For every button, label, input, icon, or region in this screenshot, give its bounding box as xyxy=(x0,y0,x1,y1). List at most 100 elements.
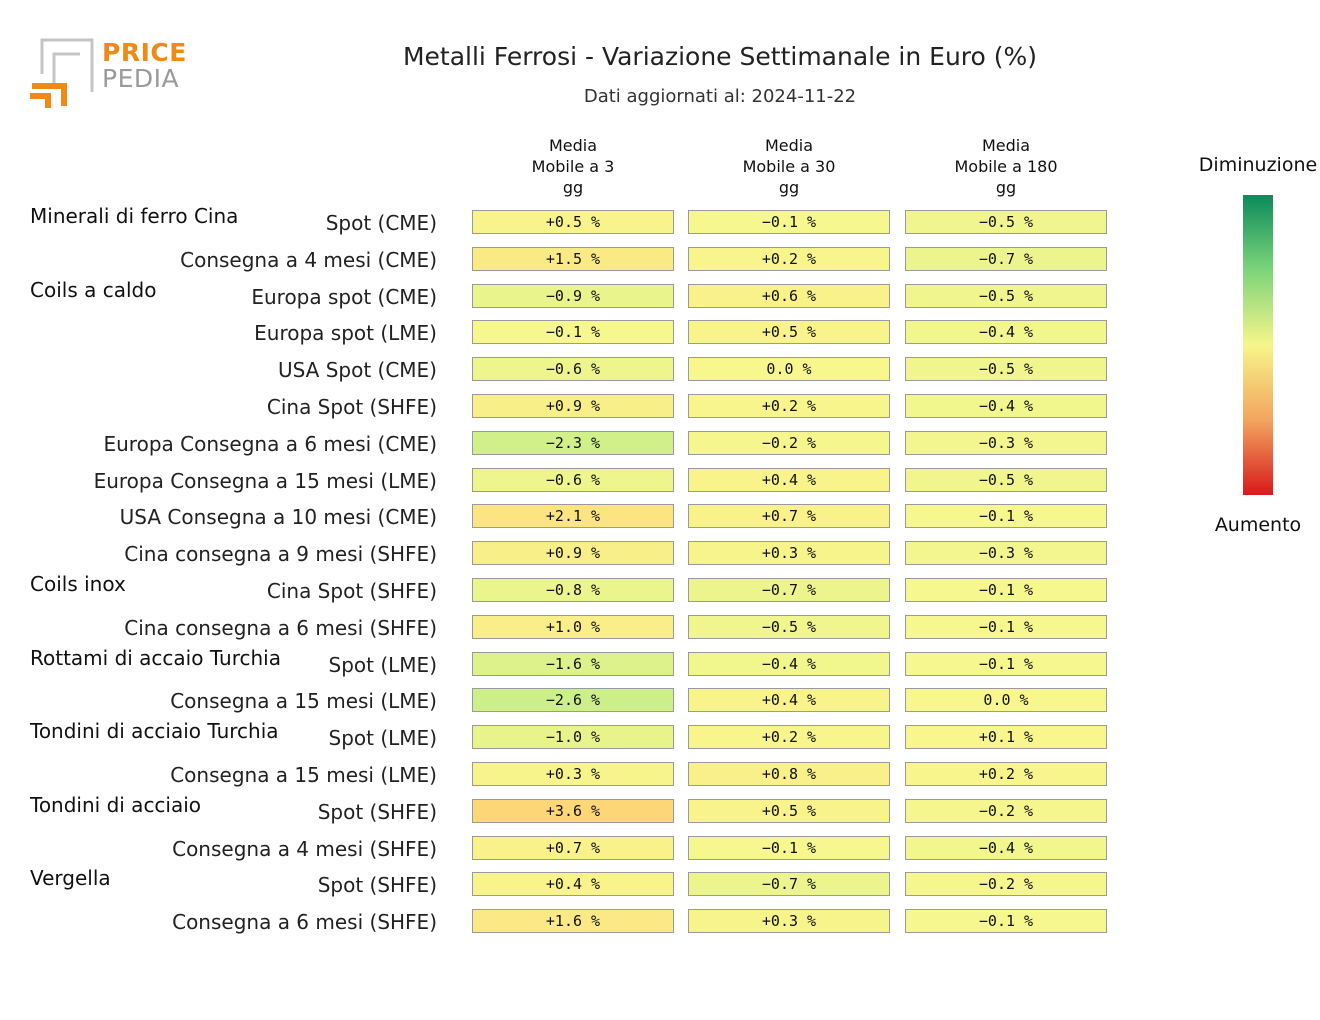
column-header-line: Media xyxy=(981,136,1031,155)
heatmap-cell: +0.4 % xyxy=(472,872,674,897)
pricepedia-logo: PRICE PEDIA xyxy=(28,36,188,112)
heatmap-cell: −0.7 % xyxy=(688,872,890,897)
row-label: Spot (SHFE) xyxy=(317,799,437,824)
heatmap-cell: +0.8 % xyxy=(688,762,890,786)
heatmap-cell: −0.6 % xyxy=(472,467,674,492)
heatmap-cell: −0.1 % xyxy=(905,614,1107,639)
row-label: Consegna a 6 mesi (SHFE) xyxy=(172,910,437,935)
heatmap-cell: −0.6 % xyxy=(472,357,674,382)
heatmap-cell: +0.2 % xyxy=(905,762,1107,786)
heatmap-cell: 0.0 % xyxy=(905,688,1107,713)
heatmap-cell: +0.3 % xyxy=(688,541,890,566)
heatmap-cell: +0.1 % xyxy=(905,725,1107,750)
legend-color-bar xyxy=(1243,195,1273,495)
row-label: Cina Spot (SHFE) xyxy=(266,579,437,603)
group-label: Tondini di acciaio Turchia xyxy=(30,719,279,744)
heatmap-cell: 0.0 % xyxy=(688,357,890,382)
heatmap-cell: −1.0 % xyxy=(472,725,674,750)
column-header-line: Mobile a 180 xyxy=(954,157,1058,176)
chart-subtitle: Dati aggiornati al: 2024-11-22 xyxy=(583,86,857,107)
row-label: Spot (LME) xyxy=(328,652,437,677)
heatmap-cell: −0.1 % xyxy=(688,835,890,860)
column-header-line: Mobile a 3 xyxy=(531,157,615,176)
heatmap-cell: +0.9 % xyxy=(472,394,674,418)
heatmap-cell: +0.9 % xyxy=(472,541,674,566)
heatmap-cell: −0.5 % xyxy=(905,357,1107,382)
logo-mark-icon xyxy=(30,38,94,108)
heatmap-cell: −0.3 % xyxy=(905,430,1107,455)
logo-text-price: PRICE xyxy=(102,38,187,67)
column-header-1: Media Mobile a 3 gg xyxy=(472,135,674,198)
heatmap-cell: −0.1 % xyxy=(905,651,1107,676)
column-header-line: gg xyxy=(778,178,800,197)
legend-bottom-label: Aumento xyxy=(1214,514,1302,536)
row-label: Cina consegna a 9 mesi (SHFE) xyxy=(124,542,437,567)
row-label: Europa Consegna a 6 mesi (CME) xyxy=(103,431,437,456)
heatmap-cell: +0.5 % xyxy=(472,210,674,234)
heatmap-cell: +2.1 % xyxy=(472,504,674,529)
heatmap-cell: +0.5 % xyxy=(688,320,890,345)
heatmap-cell: −0.3 % xyxy=(905,541,1107,566)
heatmap-cell: +3.6 % xyxy=(472,798,674,823)
row-label: Consegna a 15 mesi (LME) xyxy=(170,689,437,714)
heatmap-cell: −0.8 % xyxy=(472,578,674,602)
heatmap-cell: +0.3 % xyxy=(688,909,890,934)
heatmap-cell: −0.1 % xyxy=(905,909,1107,934)
row-label: Consegna a 4 mesi (SHFE) xyxy=(172,836,437,861)
row-label: Spot (LME) xyxy=(328,726,437,751)
row-label: Spot (CME) xyxy=(325,211,437,235)
heatmap-cell: −0.5 % xyxy=(905,283,1107,308)
logo-text-pedia: PEDIA xyxy=(102,64,180,93)
heatmap-cell: +0.3 % xyxy=(472,762,674,786)
row-label: Consegna a 4 mesi (CME) xyxy=(180,247,437,272)
heatmap-cell: −0.7 % xyxy=(688,578,890,602)
chart-title: Metalli Ferrosi - Variazione Settimanale… xyxy=(402,42,1038,71)
heatmap-cell: +0.2 % xyxy=(688,725,890,750)
heatmap-cell: −2.3 % xyxy=(472,430,674,455)
column-header-line: Media xyxy=(764,136,814,155)
heatmap-cell: +1.6 % xyxy=(472,909,674,934)
heatmap-cell: +1.0 % xyxy=(472,614,674,639)
heatmap-cell: −0.5 % xyxy=(688,614,890,639)
heatmap-cell: −0.2 % xyxy=(905,872,1107,897)
legend-top-label: Diminuzione xyxy=(1198,154,1318,176)
heatmap-cell: −0.4 % xyxy=(905,320,1107,345)
column-header-line: Mobile a 30 xyxy=(742,157,836,176)
row-label: Europa spot (LME) xyxy=(254,321,437,346)
heatmap-cell: −0.4 % xyxy=(905,835,1107,860)
row-label: Consegna a 15 mesi (LME) xyxy=(170,763,437,787)
row-label: USA Consegna a 10 mesi (CME) xyxy=(119,505,437,530)
heatmap-cell: +0.7 % xyxy=(472,835,674,860)
row-label: Europa spot (CME) xyxy=(251,284,437,309)
heatmap-cell: −0.4 % xyxy=(688,651,890,676)
heatmap-cell: −0.2 % xyxy=(905,798,1107,823)
heatmap-cell: −0.1 % xyxy=(688,210,890,234)
heatmap-cell: +0.2 % xyxy=(688,246,890,271)
heatmap-cell: −0.9 % xyxy=(472,283,674,308)
column-header-line: gg xyxy=(562,178,584,197)
group-label: Coils a caldo xyxy=(30,277,157,302)
column-header-3: Media Mobile a 180 gg xyxy=(905,135,1107,198)
heatmap-cell: +0.2 % xyxy=(688,394,890,418)
column-header-2: Media Mobile a 30 gg xyxy=(688,135,890,198)
heatmap-cell: +0.6 % xyxy=(688,283,890,308)
column-header-line: Media xyxy=(548,136,598,155)
heatmap-cell: +0.4 % xyxy=(688,467,890,492)
heatmap-cell: −0.1 % xyxy=(472,320,674,345)
group-label: Vergella xyxy=(30,866,111,891)
heatmap-cell: −1.6 % xyxy=(472,651,674,676)
row-label: Cina Spot (SHFE) xyxy=(266,395,437,419)
heatmap-cell: −0.4 % xyxy=(905,394,1107,418)
heatmap-cell: +1.5 % xyxy=(472,246,674,271)
heatmap-cell: +0.7 % xyxy=(688,504,890,529)
heatmap-cell: +0.5 % xyxy=(688,798,890,823)
heatmap-cell: −0.1 % xyxy=(905,504,1107,529)
heatmap-cell: −0.2 % xyxy=(688,430,890,455)
heatmap-cell: −0.5 % xyxy=(905,467,1107,492)
row-label: Spot (SHFE) xyxy=(317,873,437,898)
group-label: Minerali di ferro Cina xyxy=(30,204,239,228)
row-label: Europa Consegna a 15 mesi (LME) xyxy=(93,468,437,493)
heatmap-cell: −0.1 % xyxy=(905,578,1107,602)
row-label: USA Spot (CME) xyxy=(277,358,437,383)
group-label: Rottami di accaio Turchia xyxy=(30,645,281,670)
